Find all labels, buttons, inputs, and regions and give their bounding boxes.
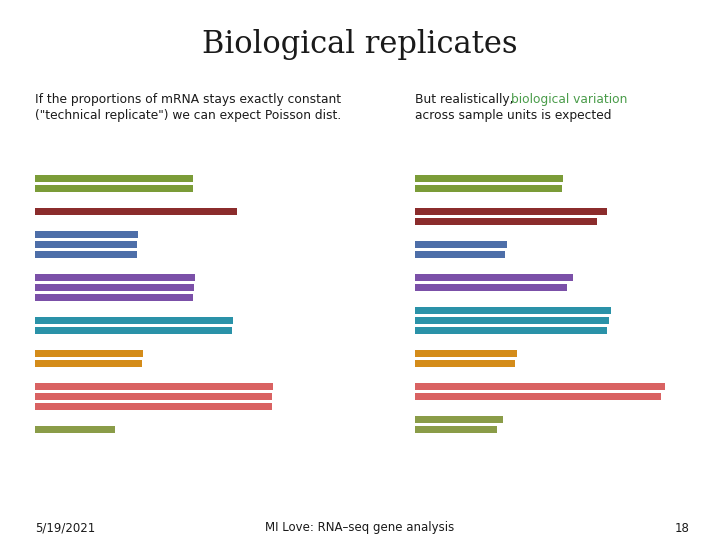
Bar <box>35 185 193 192</box>
Bar <box>35 317 233 324</box>
Bar <box>415 350 517 357</box>
Bar <box>415 426 497 433</box>
Text: But realistically,: But realistically, <box>415 93 518 106</box>
Bar <box>415 327 607 334</box>
Bar <box>35 284 194 291</box>
Bar <box>35 426 115 433</box>
Bar <box>415 416 503 423</box>
Bar <box>415 251 505 258</box>
Bar <box>35 327 232 334</box>
Bar <box>35 251 137 258</box>
Bar <box>35 208 237 215</box>
Bar <box>415 284 567 291</box>
Text: ("technical replicate") we can expect Poisson dist.: ("technical replicate") we can expect Po… <box>35 110 341 123</box>
Text: MI Love: RNA–seq gene analysis: MI Love: RNA–seq gene analysis <box>266 522 454 535</box>
Bar <box>35 360 142 367</box>
Bar <box>415 317 609 324</box>
Bar <box>415 307 611 314</box>
Bar <box>415 393 661 400</box>
Bar <box>415 274 573 281</box>
Bar <box>415 208 607 215</box>
Bar <box>415 185 562 192</box>
Bar <box>35 175 193 182</box>
Text: 18: 18 <box>675 522 690 535</box>
Bar <box>35 274 195 281</box>
Bar <box>35 294 193 301</box>
Bar <box>35 403 272 410</box>
Text: If the proportions of mRNA stays exactly constant: If the proportions of mRNA stays exactly… <box>35 93 341 106</box>
Bar <box>35 393 272 400</box>
Bar <box>35 350 143 357</box>
Text: biological variation: biological variation <box>511 93 627 106</box>
Text: 5/19/2021: 5/19/2021 <box>35 522 95 535</box>
Bar <box>415 218 597 225</box>
Text: across sample units is expected: across sample units is expected <box>415 110 611 123</box>
Bar <box>35 241 137 248</box>
Bar <box>415 360 515 367</box>
Bar <box>415 241 507 248</box>
Bar <box>415 383 665 390</box>
Bar <box>35 383 273 390</box>
Text: Biological replicates: Biological replicates <box>202 30 518 60</box>
Bar <box>415 175 563 182</box>
Bar <box>35 231 138 238</box>
